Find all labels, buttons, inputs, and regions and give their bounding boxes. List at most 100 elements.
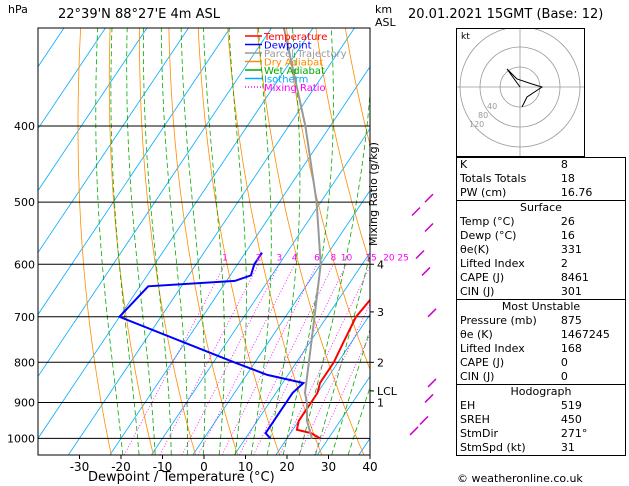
index-row: Totals Totals 18 [455, 172, 626, 186]
isotherm-line [68, 28, 355, 455]
isotherm-line [38, 28, 231, 316]
index-value: 168 [557, 342, 626, 356]
pressure-tick-label: 400 [14, 120, 35, 133]
isotherm-line [38, 28, 189, 254]
index-value: 31 [557, 441, 626, 456]
mixing-ratio-line [197, 264, 296, 455]
pressure-tick-label: 700 [14, 311, 35, 324]
wind-barb-icon [427, 378, 437, 388]
wind-barb-icon [411, 206, 421, 217]
index-row: Temp (°C) 26 [455, 215, 626, 229]
index-key: K [455, 157, 558, 172]
index-value: 450 [557, 413, 626, 427]
isotherm-line [151, 127, 370, 455]
mixing-ratio-label: 25 [397, 253, 408, 263]
isotherm-line [38, 28, 65, 68]
index-value: 8 [557, 157, 626, 172]
isotherm-line [234, 251, 370, 455]
pressure-unit-label: hPa [8, 3, 28, 16]
wet-adiabat-line [110, 28, 140, 455]
isotherm-line [192, 189, 370, 455]
mixing-ratio-label: 3 [277, 253, 283, 263]
mixing-ratio-label: 15 [365, 253, 376, 263]
index-value: 271° [557, 427, 626, 441]
series-line [282, 28, 322, 439]
index-key: CIN (J) [455, 285, 558, 300]
isotherm-line [317, 375, 370, 455]
isotherm-line [38, 28, 106, 130]
hodograph-trace [506, 68, 544, 108]
hodograph-ring-label: 40 [487, 102, 497, 111]
index-key: Pressure (mb) [455, 314, 558, 328]
dry-adiabat-line [197, 28, 281, 455]
isotherm-line [38, 28, 148, 192]
index-row: CIN (J) 301 [455, 285, 626, 300]
index-row: CAPE (J) 0 [455, 356, 626, 370]
copyright-footer: © weatheronline.co.uk [457, 472, 583, 485]
index-key: StmSpd (kt) [455, 441, 558, 456]
wind-barb-icon [415, 249, 425, 260]
index-key: StmDir [455, 427, 558, 441]
index-key: Totals Totals [455, 172, 558, 186]
dry-adiabat-line [77, 28, 112, 455]
section-title: Surface [456, 200, 626, 215]
mixing-ratio-line [221, 264, 318, 455]
mixing-ratio-label: 2 [256, 253, 262, 263]
legend-label: Wet Adiabat [264, 66, 325, 77]
x-tick-label: 40 [362, 460, 377, 474]
index-key: EH [455, 399, 558, 413]
mixing-ratio-line [298, 302, 370, 455]
legend-label: Parcel Trajectory [264, 49, 347, 60]
mixing-ratio-line [279, 265, 370, 455]
index-row: Dewp (°C) 16 [455, 229, 626, 243]
x-axis-label: Dewpoint / Temperature (°C) [88, 470, 275, 485]
pressure-tick-label: 800 [14, 356, 35, 369]
mixing-ratio-line [313, 333, 370, 455]
pressure-tick-label: 600 [14, 258, 35, 271]
index-row: θe (K) 1467245 [455, 328, 626, 342]
wet-adiabat-line [180, 28, 206, 455]
wet-adiabat-line [266, 28, 301, 455]
isotherm-line [38, 28, 272, 378]
mixing-ratio-axis-label: Mixing Ratio (g/kg) [367, 142, 380, 246]
index-key: Lifted Index [455, 342, 558, 356]
mixing-ratio-label: 6 [314, 253, 320, 263]
wet-adiabat-line [95, 28, 124, 455]
index-row: EH 519 [455, 399, 626, 413]
wind-barb-icon [409, 426, 419, 436]
x-tick-label: -10 [153, 460, 173, 474]
mixing-ratio-label: 4 [292, 253, 298, 263]
legend-label: Temperature [263, 32, 327, 43]
isotherm-line [0, 28, 22, 455]
hodograph-unit-label: kt [461, 32, 470, 42]
wet-adiabat-line [126, 28, 156, 455]
wind-barb-icon [419, 415, 429, 425]
hodograph-ring-label: 80 [478, 111, 488, 120]
index-value: 519 [557, 399, 626, 413]
index-key: CAPE (J) [455, 271, 558, 285]
height-tick-label: 1 [377, 396, 384, 409]
x-axis-ticks: -30 -20 -10 0 10 20 30 40 [70, 455, 378, 474]
section-header: Surface [456, 200, 626, 215]
index-key: PW (cm) [455, 186, 558, 201]
wind-barbs [409, 193, 437, 436]
dry-adiabat-line [168, 28, 238, 455]
height-tick-label: LCL [377, 385, 398, 398]
wind-barb-icon [424, 393, 434, 403]
legend-label: Mixing Ratio [264, 83, 326, 94]
index-row: StmSpd (kt) 31 [455, 441, 626, 456]
index-row: Lifted Index 168 [455, 342, 626, 356]
pressure-tick-label: 500 [14, 196, 35, 209]
index-key: SREH [455, 413, 558, 427]
x-tick-label: -30 [70, 460, 90, 474]
index-value: 8461 [557, 271, 626, 285]
mixing-ratio-label: 10 [341, 253, 353, 263]
x-tick-label: 0 [200, 460, 208, 474]
series-line [295, 298, 370, 440]
hodograph-ring-label: 120 [469, 120, 484, 129]
dry-adiabat-line [108, 28, 154, 455]
